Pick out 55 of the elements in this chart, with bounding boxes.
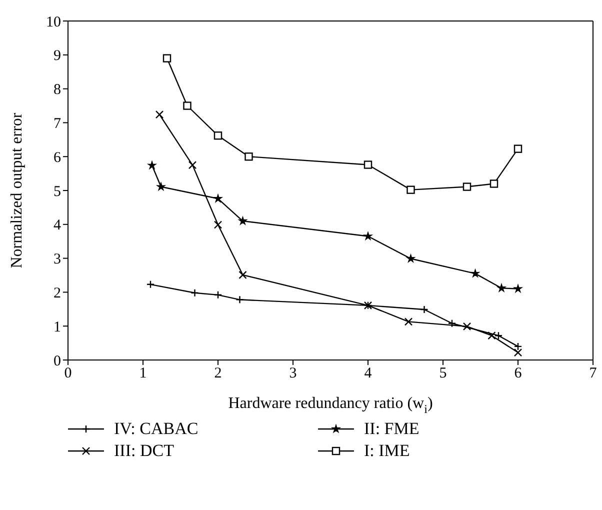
point <box>214 290 222 300</box>
x-tick-label: 1 <box>139 366 147 382</box>
y-axis-title: Normalized output error <box>8 112 26 268</box>
point <box>420 305 428 314</box>
y-tick-label: 2 <box>54 286 61 302</box>
legend-label: I: IME <box>364 441 410 461</box>
y-tick-label: 1 <box>54 319 61 336</box>
y-tick-label: 0 <box>54 353 61 370</box>
y-tick-label: 4 <box>54 218 62 234</box>
legend-label: II: FME <box>364 419 420 439</box>
point <box>244 152 253 161</box>
x-tick-label: 0 <box>64 366 72 382</box>
x-tick-label: 2 <box>214 366 222 382</box>
point <box>488 331 496 340</box>
point <box>490 180 498 188</box>
x-tick-label: 5 <box>439 366 447 382</box>
point <box>514 144 522 153</box>
y-tick-label: 7 <box>54 116 62 132</box>
x-tick-label: 3 <box>289 366 297 382</box>
x-axis-title: Hardware redundancy ratio (w$_{i}$) <box>228 395 433 416</box>
point <box>155 110 164 119</box>
point <box>448 319 456 328</box>
point <box>188 160 197 170</box>
point <box>514 284 522 293</box>
point <box>364 160 372 169</box>
point <box>214 194 222 202</box>
x-tick-label: 4 <box>364 366 372 382</box>
point <box>406 254 416 262</box>
y-tick-label: 5 <box>54 184 61 200</box>
legend-label: IV: CABAC <box>114 419 198 439</box>
point <box>238 270 247 280</box>
y-tick-label: 8 <box>54 82 61 98</box>
x-tick-label: 6 <box>514 366 522 382</box>
y-tick-label: 6 <box>54 150 62 166</box>
y-tick-label: 3 <box>54 252 61 268</box>
point <box>148 160 156 170</box>
point <box>404 318 413 326</box>
y-tick-label: 9 <box>54 48 61 64</box>
legend-label: III: DCT <box>114 441 174 461</box>
point <box>494 331 503 340</box>
point <box>162 54 172 62</box>
point <box>470 268 480 278</box>
point <box>462 182 472 191</box>
point <box>364 232 372 240</box>
point <box>183 102 192 110</box>
point <box>497 284 506 292</box>
x-tick-label: 7 <box>589 366 598 382</box>
point <box>238 216 248 225</box>
point <box>146 280 155 289</box>
point <box>214 220 222 229</box>
point <box>406 186 415 194</box>
point <box>156 182 166 191</box>
point <box>462 322 472 331</box>
y-tick-label: 10 <box>46 14 61 30</box>
point <box>214 131 222 140</box>
